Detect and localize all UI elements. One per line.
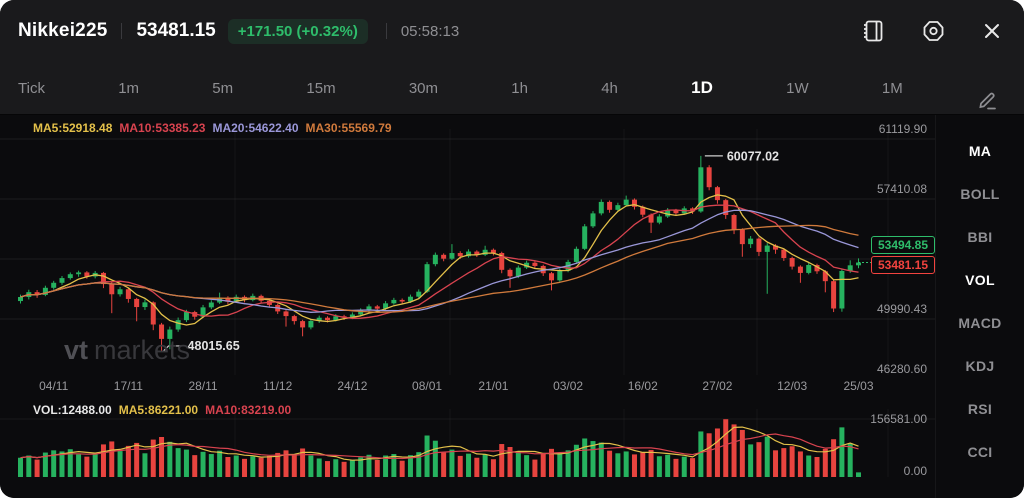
ma-value-1: MA10:53385.23 [119,121,206,135]
date-tick-16-02: 16/02 [627,379,658,393]
volume-chart[interactable] [0,409,935,481]
date-tick-21-01: 21/01 [478,379,509,393]
header: Nikkei225 53481.15 +171.50 (+0.32%) 05:5… [0,0,1024,62]
sidebar-item-boll[interactable]: BOLL [960,185,1000,202]
sidebar-item-vol[interactable]: VOL [965,271,995,288]
vol-value-1: MA5:86221.00 [118,403,199,417]
price-axis-label-3: 46280.60 [876,362,927,376]
tab-1w[interactable]: 1W [786,79,809,97]
symbol-name: Nikkei225 [18,20,108,41]
tab-15m[interactable]: 15m [306,79,336,97]
last-price: 53481.15 [136,20,216,41]
tab-5m[interactable]: 5m [212,79,234,97]
tab-1m[interactable]: 1M [881,79,903,97]
sidebar-item-kdj[interactable]: KDJ [965,357,995,374]
divider [121,23,123,39]
vol-value-2: MA10:83219.00 [205,403,292,417]
indicator-sidebar: MA BOLL BBI VOL MACD KDJ RSI CCI [935,115,1024,498]
date-tick-17-11: 17/11 [113,379,143,393]
date-tick-24-12: 24/12 [337,379,368,393]
date-tick-03-02: 03/02 [553,379,584,393]
date-tick-12-03: 12/03 [777,379,808,393]
ma-value-0: MA5:52918.48 [33,121,113,135]
server-time: 05:58:13 [400,22,460,40]
tab-1d[interactable]: 1D [691,78,713,97]
tab-30m[interactable]: 30m [408,79,439,97]
timeframe-tabs: Tick 1m 5m 15m 30m 1h 4h 1D 1W 1M [0,62,1024,115]
ask-price-tag: 53494.85 [871,236,935,254]
price-axis-label-1: 57410.08 [876,182,927,196]
date-tick-11-12: 11/12 [263,379,293,393]
volume-indicator-row[interactable]: VOL:12488.00 MA5:86221.00 MA10:83219.00 [33,403,298,417]
tab-1m[interactable]: 1m [118,79,140,97]
date-tick-27-02: 27/02 [702,379,733,393]
sidebar-item-ma[interactable]: MA [968,142,992,159]
edit-drawing-icon[interactable] [976,90,998,110]
volume-axis-label-1: 0.00 [903,464,927,478]
tab-tick[interactable]: Tick [18,79,45,97]
tab-4h[interactable]: 4h [601,79,618,97]
candlestick-chart[interactable]: 60077.02 48015.65 [0,115,935,375]
price-axis-label-2: 49990.43 [876,302,927,316]
ma-value-3: MA30:55569.79 [305,121,392,135]
settings-icon[interactable] [921,19,946,43]
date-tick-08-01: 08/01 [412,379,443,393]
date-tick-25-03: 25/03 [843,379,874,393]
tab-1h[interactable]: 1h [511,79,528,97]
date-tick-28-11: 28/11 [188,379,218,393]
price-axis-label-0: 61119.90 [878,122,927,136]
sidebar-item-rsi[interactable]: RSI [967,400,993,417]
divider [385,23,387,39]
watermark-logo: vt [64,335,89,365]
vol-value-0: VOL:12488.00 [33,403,112,417]
sidebar-item-bbi[interactable]: BBI [967,228,993,245]
chart-region: 60077.02 48015.65 MA5:52918.48 MA10:53385.… [0,115,935,498]
sidebar-item-macd[interactable]: MACD [958,314,1002,331]
broker-watermark: vt markets [64,335,191,365]
header-icons [862,19,1002,43]
price-change-badge: +171.50 (+0.32%) [227,18,368,44]
ma-value-2: MA20:54622.40 [212,121,299,135]
last-price-tag: 53481.15 [871,256,935,274]
close-icon[interactable] [982,21,1002,41]
ma-indicator-row[interactable]: MA5:52918.48 MA10:53385.23 MA20:54622.40 MA… [33,121,399,135]
volume-axis-label-0: 156581.00 [870,412,927,426]
x-axis-dates: 04/11 17/11 28/11 11/12 24/12 08/01 21/01 03/02… [0,375,935,397]
svg-text:48015.65: 48015.65 [188,339,240,353]
svg-text:60077.02: 60077.02 [727,149,779,163]
date-tick-04-11: 04/11 [39,379,69,393]
content: 60077.02 48015.65 MA5:52918.48 MA10:53385.… [0,115,1024,498]
sidebar-item-cci[interactable]: CCI [967,443,993,460]
journal-icon[interactable] [862,19,885,43]
